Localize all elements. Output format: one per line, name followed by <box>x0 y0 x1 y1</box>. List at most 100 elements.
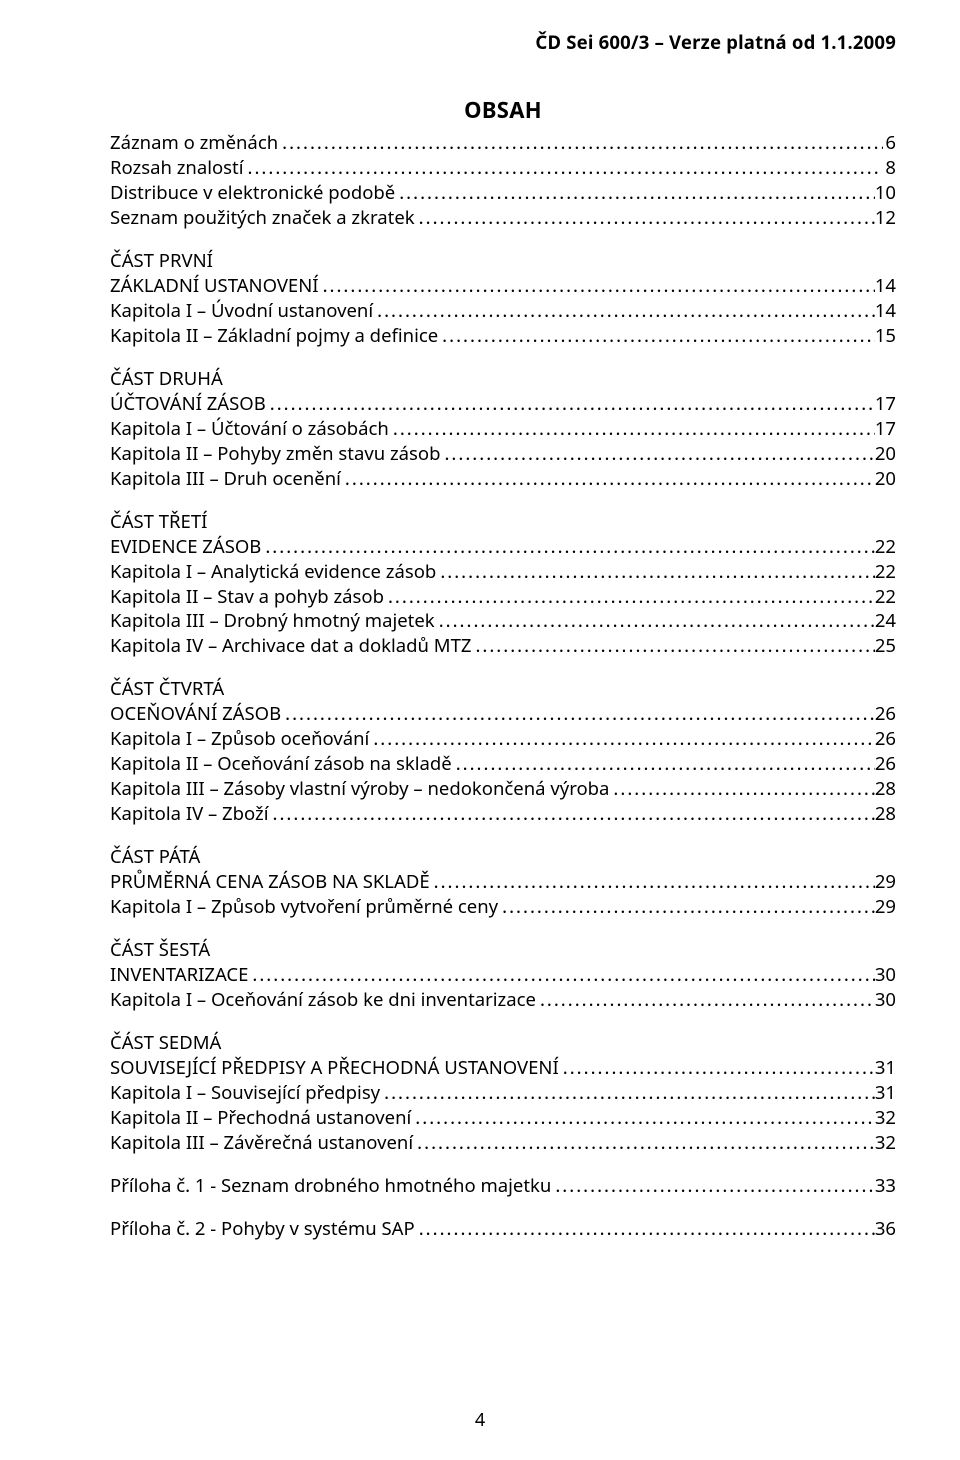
toc-leader-dots: ........................................… <box>413 1131 875 1156</box>
toc-entry-label: Kapitola II – Pohyby změn stavu zásob <box>110 442 440 467</box>
toc-leader-dots: ........................................… <box>384 585 875 610</box>
toc-leader-dots: ........................................… <box>415 206 875 231</box>
toc-entry-page: 17 <box>875 417 896 442</box>
toc-entry-label: ČÁST PRVNÍ <box>110 249 213 274</box>
toc-entry: ZÁKLADNÍ USTANOVENÍ.....................… <box>110 274 896 299</box>
toc-entry-label: ÚČTOVÁNÍ ZÁSOB <box>110 392 266 417</box>
toc-entry: ČÁST PRVNÍ..............................… <box>110 249 896 274</box>
toc-entry-label: Kapitola IV – Zboží <box>110 802 269 827</box>
toc-entry: SOUVISEJÍCÍ PŘEDPISY A PŘECHODNÁ USTANOV… <box>110 1056 896 1081</box>
toc-entry: EVIDENCE ZÁSOB..........................… <box>110 535 896 560</box>
toc-entry-label: SOUVISEJÍCÍ PŘEDPISY A PŘECHODNÁ USTANOV… <box>110 1056 559 1081</box>
toc-entry-label: ČÁST SEDMÁ <box>110 1031 221 1056</box>
toc-entry-page: 20 <box>875 442 896 467</box>
toc-entry-page: 28 <box>875 802 896 827</box>
toc-entry-page: 31 <box>875 1056 896 1081</box>
toc-entry-label: Kapitola I – Způsob vytvoření průměrné c… <box>110 895 498 920</box>
toc-entry-label: Kapitola I – Způsob oceňování <box>110 727 369 752</box>
toc-entry: ČÁST PÁTÁ...............................… <box>110 845 896 870</box>
toc-leader-dots: ........................................… <box>248 963 874 988</box>
toc-leader-dots: ........................................… <box>380 1081 875 1106</box>
toc-entry-page: 36 <box>875 1217 896 1242</box>
toc-entry-label: Kapitola II – Přechodná ustanovení <box>110 1106 411 1131</box>
toc-entry: Kapitola III – Drobný hmotný majetek....… <box>110 609 896 634</box>
toc-entry-label: Kapitola II – Oceňování zásob na skladě <box>110 752 452 777</box>
toc-title: OBSAH <box>110 95 896 125</box>
toc-leader-dots: ........................................… <box>430 870 875 895</box>
toc-entry-label: ČÁST PÁTÁ <box>110 845 200 870</box>
toc-entry-page: 20 <box>875 467 896 492</box>
toc-entry-page: 26 <box>875 752 896 777</box>
toc-entry-page: 30 <box>875 963 896 988</box>
toc-entry: ÚČTOVÁNÍ ZÁSOB..........................… <box>110 392 896 417</box>
toc-entry-page: 30 <box>875 988 896 1013</box>
toc-entry: ČÁST ČTVRTÁ.............................… <box>110 677 896 702</box>
toc-entry: Kapitola I – Úvodní ustanovení..........… <box>110 299 896 324</box>
toc-leader-dots: ........................................… <box>243 156 882 181</box>
toc-leader-dots: ........................................… <box>369 727 874 752</box>
toc-entry-page: 15 <box>875 324 896 349</box>
toc-leader-dots: ........................................… <box>341 467 875 492</box>
toc-leader-dots: ........................................… <box>319 274 875 299</box>
toc-leader-dots: ........................................… <box>559 1056 875 1081</box>
toc-entry: OCEŇOVÁNÍ ZÁSOB.........................… <box>110 702 896 727</box>
toc-entry-label: ČÁST ČTVRTÁ <box>110 677 224 702</box>
toc-entry: Příloha č. 2 - Pohyby v systému SAP.....… <box>110 1217 896 1242</box>
toc-entry-page: 24 <box>875 609 896 634</box>
toc-entry-label: Kapitola III – Zásoby vlastní výroby – n… <box>110 777 609 802</box>
toc-leader-dots: ........................................… <box>395 181 875 206</box>
toc-entry: PRŮMĚRNÁ CENA ZÁSOB NA SKLADĚ...........… <box>110 870 896 895</box>
toc-leader-dots: ........................................… <box>389 417 875 442</box>
toc-entry: Kapitola III – Závěrečná ustanovení.....… <box>110 1131 896 1156</box>
toc-entry-page: 29 <box>875 895 896 920</box>
toc-entry-label: Kapitola I – Účtování o zásobách <box>110 417 389 442</box>
toc-entry-page: 32 <box>875 1131 896 1156</box>
toc-entry: ČÁST DRUHÁ..............................… <box>110 367 896 392</box>
toc-entry-label: Příloha č. 1 - Seznam drobného hmotného … <box>110 1174 551 1199</box>
toc-entry-label: ČÁST DRUHÁ <box>110 367 223 392</box>
toc-entry: Kapitola I – Způsob vytvoření průměrné c… <box>110 895 896 920</box>
toc-entry-page: 26 <box>875 702 896 727</box>
toc-entry-label: Kapitola III – Drobný hmotný majetek <box>110 609 435 634</box>
toc-entry-page: 6 <box>883 131 896 156</box>
toc-leader-dots: ........................................… <box>373 299 875 324</box>
toc-entry: Kapitola II – Pohyby změn stavu zásob...… <box>110 442 896 467</box>
toc-entry-label: Kapitola IV – Archivace dat a dokladů MT… <box>110 634 471 659</box>
toc-entry-label: ČÁST ŠESTÁ <box>110 938 210 963</box>
toc-leader-dots: ........................................… <box>435 609 875 634</box>
page-number: 4 <box>0 1408 960 1432</box>
toc-entry-page: 31 <box>875 1081 896 1106</box>
toc-leader-dots: ........................................… <box>266 392 875 417</box>
toc-entry: Kapitola IV – Zboží.....................… <box>110 802 896 827</box>
toc-entry-page: 10 <box>875 181 896 206</box>
toc-entry-label: INVENTARIZACE <box>110 963 248 988</box>
toc-entry-page: 22 <box>875 535 896 560</box>
toc-entry-label: Kapitola II – Stav a pohyb zásob <box>110 585 384 610</box>
toc-entry: Seznam použitých značek a zkratek.......… <box>110 206 896 231</box>
toc-entry: Rozsah znalostí.........................… <box>110 156 896 181</box>
toc-entry: Kapitola II – Stav a pohyb zásob........… <box>110 585 896 610</box>
toc-entry: Kapitola I – Účtování o zásobách........… <box>110 417 896 442</box>
toc-leader-dots: ........................................… <box>278 131 883 156</box>
toc-leader-dots: ........................................… <box>438 324 875 349</box>
toc-entry-label: OCEŇOVÁNÍ ZÁSOB <box>110 702 281 727</box>
toc-entry-page: 22 <box>875 585 896 610</box>
toc-entry: INVENTARIZACE...........................… <box>110 963 896 988</box>
toc-entry: Kapitola IV – Archivace dat a dokladů MT… <box>110 634 896 659</box>
toc-entry-label: Seznam použitých značek a zkratek <box>110 206 415 231</box>
toc-leader-dots: ........................................… <box>411 1106 875 1131</box>
toc-leader-dots: ........................................… <box>498 895 875 920</box>
toc-entry: Příloha č. 1 - Seznam drobného hmotného … <box>110 1174 896 1199</box>
toc-leader-dots: ........................................… <box>261 535 874 560</box>
toc-entry-label: Kapitola I – Analytická evidence zásob <box>110 560 436 585</box>
toc-entry: Kapitola I – Způsob oceňování...........… <box>110 727 896 752</box>
toc-entry-label: Kapitola III – Závěrečná ustanovení <box>110 1131 413 1156</box>
toc-entry-page: 8 <box>882 156 896 181</box>
toc-entry: Kapitola I – Související předpisy.......… <box>110 1081 896 1106</box>
toc-entry-label: Příloha č. 2 - Pohyby v systému SAP <box>110 1217 415 1242</box>
toc-entry-page: 28 <box>875 777 896 802</box>
toc-leader-dots: ........................................… <box>609 777 874 802</box>
toc-leader-dots: ........................................… <box>551 1174 875 1199</box>
toc-entry: Kapitola II – Oceňování zásob na skladě.… <box>110 752 896 777</box>
toc-entry-label: Rozsah znalostí <box>110 156 243 181</box>
